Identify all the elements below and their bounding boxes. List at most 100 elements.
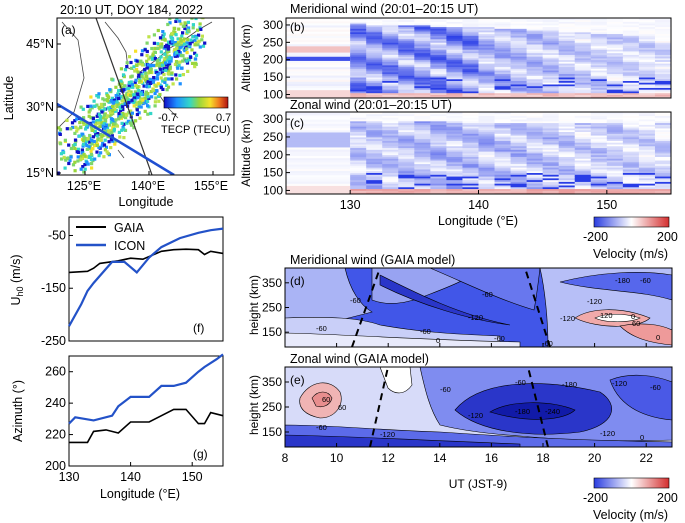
heat-cell bbox=[574, 77, 592, 80]
y-tick-label: 350 bbox=[262, 276, 282, 290]
tec-cell bbox=[158, 67, 162, 71]
heat-cell bbox=[622, 28, 640, 31]
heat-cell bbox=[622, 136, 640, 140]
tec-cell bbox=[112, 119, 116, 123]
tec-cell bbox=[176, 66, 180, 70]
heat-cell bbox=[654, 119, 671, 122]
d-clabel-11: 120 bbox=[600, 311, 613, 320]
heat-cell bbox=[366, 84, 383, 87]
tec-cell bbox=[167, 60, 171, 64]
heat-cell bbox=[494, 151, 511, 154]
heat-cell bbox=[574, 190, 592, 193]
tec-cell bbox=[173, 53, 177, 57]
y-tick-label: 100 bbox=[263, 183, 283, 197]
heat-cell bbox=[350, 131, 367, 134]
heat-cell bbox=[446, 59, 463, 62]
heat-cell bbox=[606, 96, 624, 98]
heat-cell bbox=[606, 59, 624, 62]
heat-cell bbox=[286, 183, 351, 186]
heat-cell bbox=[430, 84, 447, 87]
heat-cell bbox=[606, 26, 624, 29]
heat-cell bbox=[350, 174, 367, 177]
heat-cell bbox=[654, 84, 671, 87]
heat-cell bbox=[526, 28, 544, 31]
tec-cell bbox=[103, 148, 107, 152]
heat-cell bbox=[414, 47, 431, 50]
tec-cell bbox=[88, 108, 92, 112]
heat-cell bbox=[558, 131, 576, 134]
tec-cell bbox=[113, 121, 117, 125]
heat-cell bbox=[542, 49, 560, 52]
heat-cell bbox=[542, 115, 560, 118]
heat-cell bbox=[558, 45, 576, 48]
heat-cell bbox=[590, 181, 608, 184]
heat-cell bbox=[366, 161, 383, 165]
heat-cell bbox=[558, 145, 576, 149]
heat-cell bbox=[510, 47, 528, 50]
heat-cell bbox=[574, 112, 592, 115]
tec-cell bbox=[155, 71, 159, 75]
tec-cell bbox=[62, 151, 66, 155]
heat-cell bbox=[350, 169, 367, 172]
heat-cell bbox=[590, 44, 608, 47]
heat-cell bbox=[654, 37, 671, 40]
heat-cell bbox=[510, 45, 528, 48]
heat-cell bbox=[526, 30, 544, 33]
heat-cell bbox=[350, 186, 367, 190]
heat-cell bbox=[366, 170, 383, 174]
heat-cell bbox=[462, 112, 479, 115]
heat-cell bbox=[286, 114, 351, 118]
heat-cell bbox=[286, 185, 351, 189]
heat-cell bbox=[462, 161, 479, 165]
heat-cell bbox=[382, 58, 399, 61]
heat-cell bbox=[366, 113, 383, 116]
panel-e-title: Zonal wind (GAIA model) bbox=[290, 352, 429, 366]
tec-cell bbox=[189, 55, 193, 59]
heat-cell bbox=[430, 44, 447, 47]
tec-cell bbox=[101, 124, 105, 129]
tec-cell bbox=[152, 78, 156, 82]
heat-cell bbox=[430, 177, 447, 181]
heat-cell bbox=[510, 176, 528, 179]
heat-cell bbox=[350, 149, 367, 152]
heat-cell bbox=[366, 89, 383, 92]
heat-cell bbox=[430, 19, 447, 22]
heat-cell bbox=[590, 140, 608, 143]
tec-cell bbox=[153, 83, 157, 87]
heat-cell bbox=[478, 64, 495, 68]
tec-cell bbox=[91, 116, 95, 120]
tec-cell bbox=[83, 167, 87, 171]
tec-cell bbox=[164, 63, 168, 67]
tec-cell bbox=[68, 158, 72, 162]
heat-cell bbox=[622, 73, 640, 76]
heat-cell bbox=[286, 43, 351, 47]
heat-cell bbox=[558, 179, 576, 182]
heat-cell bbox=[654, 154, 671, 157]
tec-cell bbox=[73, 131, 77, 135]
heat-cell bbox=[398, 126, 415, 129]
heat-cell bbox=[398, 70, 415, 73]
heat-cell bbox=[430, 185, 447, 188]
tec-cell bbox=[73, 119, 77, 123]
heat-cell bbox=[590, 161, 608, 165]
tec-cell bbox=[176, 61, 180, 65]
heat-cell bbox=[478, 78, 495, 82]
heat-cell bbox=[446, 135, 463, 138]
heat-cell bbox=[654, 140, 671, 143]
icon-track-line bbox=[57, 102, 175, 175]
heat-cell bbox=[462, 177, 479, 181]
heat-cell bbox=[494, 133, 511, 136]
heat-cell bbox=[414, 117, 431, 120]
heat-cell bbox=[366, 120, 383, 124]
heat-cell bbox=[462, 92, 479, 95]
heat-cell bbox=[286, 129, 351, 133]
heat-cell bbox=[526, 73, 544, 76]
tec-cell bbox=[145, 41, 149, 45]
heat-cell bbox=[430, 94, 447, 97]
heat-cell bbox=[590, 35, 608, 38]
heat-cell bbox=[622, 35, 640, 38]
heat-cell bbox=[366, 33, 383, 36]
heat-cell bbox=[350, 87, 367, 90]
tec-cell bbox=[85, 147, 89, 151]
heat-cell bbox=[606, 38, 624, 42]
